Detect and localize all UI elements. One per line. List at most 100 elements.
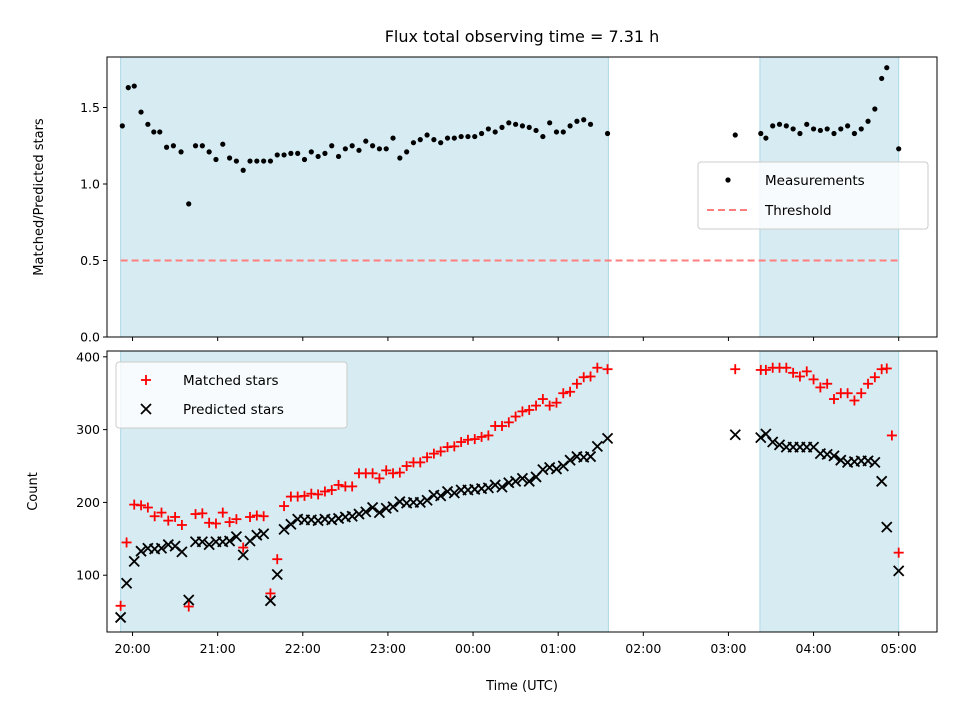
measurement-point (404, 149, 410, 155)
measurement-point (838, 126, 844, 132)
measurement-point (458, 133, 464, 140)
matched-star-point (842, 388, 853, 399)
measurement-point (431, 137, 437, 143)
predicted-star-point (176, 546, 188, 558)
matched-star-point (197, 508, 208, 519)
x-tick-label: 20:00 (115, 641, 151, 656)
predicted-star-point (155, 542, 168, 554)
legend-label-predicted: Predicted stars (183, 402, 284, 418)
bottom-legend: Matched stars Predicted stars (115, 361, 348, 429)
measurement-point (499, 124, 505, 130)
predicted-star-point (767, 436, 779, 448)
matched-star-point (503, 417, 514, 428)
predicted-star-point (828, 450, 840, 462)
y-tick-label: 100 (76, 568, 100, 583)
measurement-point (281, 152, 287, 158)
matched-star-point (822, 378, 833, 389)
measurement-point (274, 152, 280, 158)
x-tick-label: 01:00 (540, 641, 576, 656)
measurement-point (817, 127, 823, 134)
matched-star-point (422, 452, 433, 463)
matched-star-point (496, 420, 507, 431)
predicted-star-point (435, 490, 447, 502)
matched-star-point (210, 518, 221, 529)
matched-star-point (394, 467, 405, 478)
measurement-point (424, 132, 430, 138)
measurement-point (233, 158, 239, 164)
measurement-point (186, 201, 192, 207)
matched-star-point (176, 519, 187, 530)
top-panel-frame (106, 56, 938, 338)
ratio-panel: 0.0 0.5 1.0 1.5 Matched/Predicted stars Mea… (32, 56, 938, 345)
measurement-point (587, 121, 594, 127)
measurement-point (526, 124, 532, 130)
predicted-star-point (591, 440, 603, 453)
predicted-star-point (183, 594, 195, 606)
measurement-point (192, 143, 199, 149)
matched-star-point (730, 364, 741, 375)
measurement-point (851, 130, 858, 137)
measurement-point (335, 153, 342, 160)
measurement-point (810, 126, 817, 132)
measurement-point (865, 118, 871, 124)
matched-star-point (428, 448, 439, 459)
matched-star-point (347, 481, 358, 492)
legend-marker-matched (141, 375, 151, 385)
matched-star-point (863, 378, 874, 389)
measurement-point (763, 135, 769, 141)
measurement-point (417, 137, 423, 143)
measurement-point (390, 135, 396, 141)
y-tick-label: 0.5 (80, 253, 100, 268)
predicted-star-point (881, 521, 893, 533)
matched-star-point (886, 430, 897, 441)
measurement-point (465, 133, 471, 140)
matched-star-point (856, 388, 867, 399)
predicted-stars-points (114, 428, 905, 624)
predicted-star-point (196, 536, 208, 548)
matched-star-point (815, 382, 826, 393)
predicted-star-point (353, 508, 365, 520)
predicted-star-point (523, 475, 535, 487)
measurement-point (254, 158, 260, 164)
measurement-point (758, 130, 764, 137)
predicted-star-point (237, 549, 249, 561)
matched-star-point (483, 430, 494, 441)
predicted-star-point (264, 595, 277, 607)
measurement-point (247, 158, 253, 164)
measurement-point (226, 155, 233, 161)
predicted-star-point (862, 455, 874, 467)
measurement-point (783, 123, 789, 129)
measurement-point (547, 120, 553, 126)
predicted-star-point (496, 481, 508, 493)
measurement-point (301, 156, 308, 163)
matched-star-point (456, 436, 467, 447)
matched-star-point (170, 511, 181, 522)
measurement-point (581, 117, 587, 123)
measurement-point (131, 83, 137, 89)
predicted-star-point (441, 485, 454, 498)
legend-label-measurements: Measurements (765, 173, 865, 189)
predicted-star-point (257, 528, 270, 540)
predicted-star-point (380, 502, 392, 514)
legend-cross (140, 403, 152, 415)
measurement-point (261, 158, 267, 164)
matched-star-point (224, 517, 235, 528)
matched-star-point (476, 431, 487, 442)
predicted-star-point (601, 432, 614, 444)
y-tick-label: 200 (76, 495, 100, 510)
predicted-star-point (729, 429, 741, 441)
x-tick-label: 04:00 (796, 641, 832, 656)
predicted-star-point (312, 514, 324, 527)
top-x-axis-ticks (132, 337, 900, 341)
measurement-point (315, 153, 321, 160)
predicted-star-point (876, 475, 888, 487)
measurement-point (776, 121, 783, 127)
measurement-point (178, 149, 184, 155)
predicted-star-point (373, 506, 386, 519)
measurement-point (240, 167, 246, 173)
measurement-point (519, 123, 526, 129)
x-axis-label: Time (UTC) (485, 679, 558, 694)
predicted-star-point (414, 496, 426, 509)
predicted-star-point (128, 555, 140, 568)
